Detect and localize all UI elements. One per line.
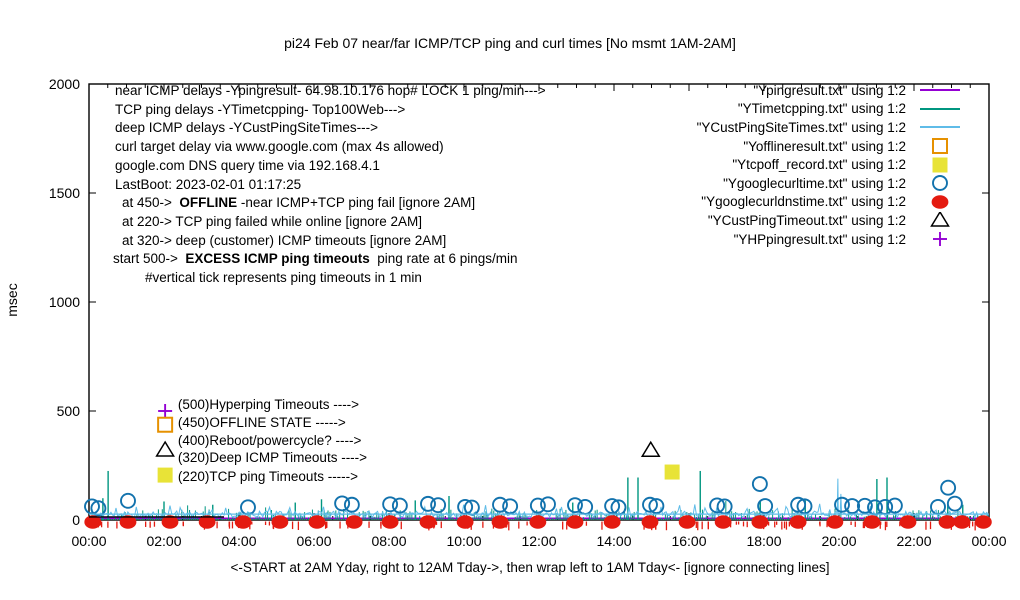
line-icon — [918, 101, 962, 117]
svg-text:18:00: 18:00 — [746, 533, 781, 549]
svg-text:16:00: 16:00 — [671, 533, 706, 549]
svg-text:00:00: 00:00 — [971, 533, 1006, 549]
annotation-line: start 500-> EXCESS ICMP ping timeouts pi… — [113, 250, 546, 269]
line-icon — [918, 119, 962, 135]
legend-item: "Ygooglecurltime.txt" using 1:2 — [697, 174, 962, 193]
svg-text:12:00: 12:00 — [521, 533, 556, 549]
annotation-text: -near ICMP+TCP ping fail [ignore 2AM] — [237, 195, 476, 211]
annotation-text: near ICMP delays -Ypingresult- 64.98.10.… — [115, 83, 546, 98]
annotation-block: near ICMP delays -Ypingresult- 64.98.10.… — [113, 82, 546, 288]
legend-item: "YCustPingTimeout.txt" using 1:2 — [697, 211, 962, 230]
legend: "Ypingresult.txt" using 1:2 "YTimetcpping… — [697, 81, 962, 248]
series-open-triangle — [640, 440, 661, 457]
svg-text:10:00: 10:00 — [446, 533, 481, 549]
legend-label: "Yofflineresult.txt" using 1:2 — [743, 138, 906, 154]
callout-label: (320)Deep ICMP Timeouts ----> — [178, 450, 367, 465]
annotation-bold-text: OFFLINE — [179, 195, 238, 211]
legend-label: "YTimetcpping.txt" using 1:2 — [737, 101, 906, 117]
svg-text:00:00: 00:00 — [71, 533, 106, 549]
annotation-text: deep ICMP delays -YCustPingSiteTimes---> — [115, 120, 378, 136]
svg-text:20:00: 20:00 — [821, 533, 856, 549]
annotation-text: curl target delay via www.google.com (ma… — [115, 139, 444, 155]
callout-label: (220)TCP ping Timeouts -----> — [178, 469, 358, 484]
annotation-line: near ICMP delays -Ypingresult- 64.98.10.… — [115, 82, 546, 101]
annotation-text: ping rate at 6 pings/min — [369, 251, 518, 267]
legend-item: "Yofflineresult.txt" using 1:2 — [697, 137, 962, 156]
open-square-icon — [918, 138, 962, 155]
annotation-text: #vertical tick represents ping timeouts … — [145, 270, 422, 286]
legend-item: "YCustPingSiteTimes.txt" using 1:2 — [697, 118, 962, 137]
svg-text:04:00: 04:00 — [221, 533, 256, 549]
svg-text:0: 0 — [72, 512, 80, 528]
callouts: (500)Hyperping Timeouts ----> (450)OFFLIN… — [155, 397, 367, 484]
annotation-text: google.com DNS query time via 192.168.4.… — [115, 157, 380, 173]
annotation-bold-text: EXCESS ICMP ping timeouts — [185, 251, 370, 267]
svg-text:06:00: 06:00 — [296, 533, 331, 549]
callout-label: (450)OFFLINE STATE -----> — [178, 415, 346, 430]
annotation-line: curl target delay via www.google.com (ma… — [115, 138, 546, 157]
annotation-line: at 450-> OFFLINE -near ICMP+TCP ping fai… — [122, 194, 546, 213]
annotation-text: TCP ping delays -YTimetcpping- Top100Web… — [115, 101, 406, 117]
annotation-text: start 500-> — [113, 251, 186, 267]
annotation-text: at 220-> TCP ping failed while online [i… — [122, 213, 423, 229]
annotation-text: at 450-> — [122, 195, 180, 211]
legend-label: "Ytcpoff_record.txt" using 1:2 — [732, 157, 906, 173]
svg-text:500: 500 — [57, 403, 81, 419]
svg-text:02:00: 02:00 — [146, 533, 181, 549]
annotation-text: LastBoot: 2023-02-01 01:17:25 — [115, 176, 302, 192]
open-circle-icon — [918, 175, 962, 192]
legend-item: "YTimetcpping.txt" using 1:2 — [697, 100, 962, 119]
legend-label: "Ygooglecurltime.txt" using 1:2 — [723, 175, 906, 191]
legend-item: "Ygooglecurldnstime.txt" using 1:2 — [697, 193, 962, 212]
legend-item: "Ypingresult.txt" using 1:2 — [697, 81, 962, 100]
legend-label: "YHPpingresult.txt" using 1:2 — [733, 231, 906, 247]
legend-item: "YHPpingresult.txt" using 1:2 — [697, 230, 962, 249]
chart-title: pi24 Feb 07 near/far ICMP/TCP ping and c… — [284, 35, 736, 51]
annotation-line: #vertical tick represents ping timeouts … — [145, 269, 546, 288]
annotation-text: at 320-> deep (customer) ICMP timeouts [… — [122, 232, 447, 248]
filled-circle-icon — [918, 194, 962, 210]
callout-label: (400)Reboot/powercycle? ----> — [178, 433, 362, 448]
filled-square-icon — [918, 157, 962, 173]
annotation-line: LastBoot: 2023-02-01 01:17:25 — [115, 176, 546, 195]
legend-label: "Ygooglecurldnstime.txt" using 1:2 — [701, 194, 906, 210]
legend-label: "YCustPingTimeout.txt" using 1:2 — [707, 212, 906, 228]
x-axis-caption: <-START at 2AM Yday, right to 12AM Tday-… — [230, 560, 830, 575]
legend-label: "YCustPingSiteTimes.txt" using 1:2 — [696, 119, 906, 135]
svg-text:2000: 2000 — [49, 76, 80, 92]
annotation-line: TCP ping delays -YTimetcpping- Top100Web… — [115, 101, 546, 120]
plus-icon — [918, 231, 962, 247]
legend-label: "Ypingresult.txt" using 1:2 — [753, 82, 906, 98]
annotation-line: google.com DNS query time via 192.168.4.… — [115, 157, 546, 176]
callout-label: (500)Hyperping Timeouts ----> — [178, 397, 359, 412]
annotation-line: deep ICMP delays -YCustPingSiteTimes---> — [115, 119, 546, 138]
legend-item: "Ytcpoff_record.txt" using 1:2 — [697, 155, 962, 174]
open-triangle-icon — [918, 212, 962, 228]
line-icon — [918, 82, 962, 98]
annotation-line: at 220-> TCP ping failed while online [i… — [122, 213, 546, 232]
svg-text:14:00: 14:00 — [596, 533, 631, 549]
annotation-line: at 320-> deep (customer) ICMP timeouts [… — [122, 232, 546, 251]
svg-text:1500: 1500 — [49, 185, 80, 201]
svg-text:22:00: 22:00 — [896, 533, 931, 549]
series-filled-square — [664, 464, 680, 480]
svg-text:08:00: 08:00 — [371, 533, 406, 549]
svg-text:1000: 1000 — [49, 294, 80, 310]
